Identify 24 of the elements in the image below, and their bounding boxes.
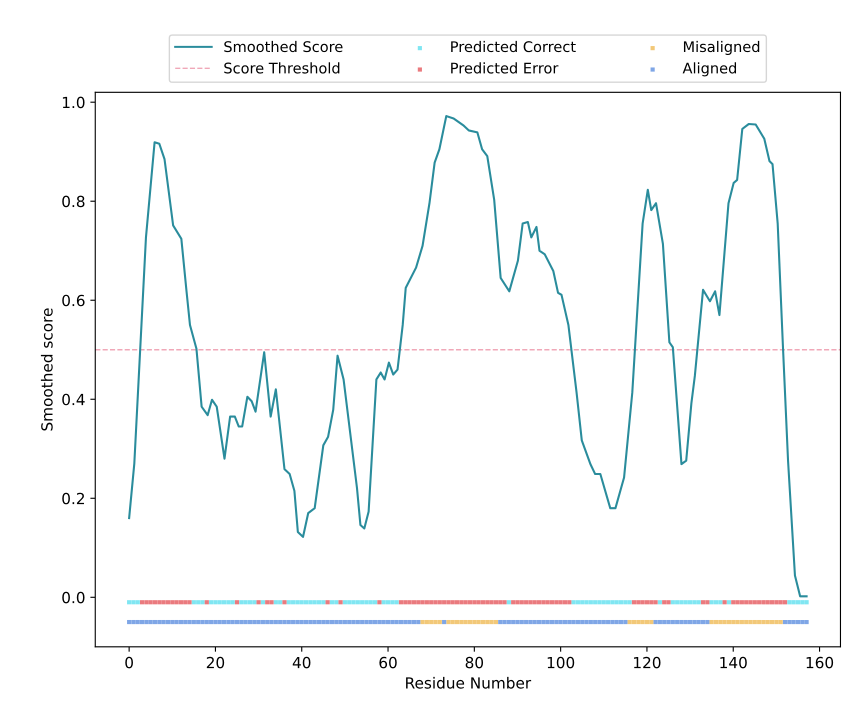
line-series <box>128 115 808 598</box>
y-axis-title: Smoothed score <box>40 308 53 431</box>
x-tick-label: 0 <box>125 656 133 668</box>
x-tick-label: 60 <box>379 656 397 668</box>
x-tick-label: 40 <box>292 656 310 668</box>
y-tick-label: 0.8 <box>62 196 84 208</box>
legend-label: Predicted Error <box>451 62 558 74</box>
legend-label: Aligned <box>682 62 736 76</box>
x-tick-label: 20 <box>206 656 224 668</box>
y-tick-label: 1.0 <box>62 96 85 108</box>
legend-label: Smoothed Score <box>224 40 343 52</box>
x-tick-label: 160 <box>806 656 834 668</box>
y-tick-label: 0.6 <box>62 294 85 306</box>
x-tick-label: 80 <box>466 656 484 668</box>
x-axis-title: Residue Number <box>406 676 532 689</box>
y-tick-label: 0.2 <box>62 492 84 504</box>
x-tick-label: 140 <box>720 656 747 668</box>
y-tick-label: 0.0 <box>62 592 85 604</box>
x-tick-label: 100 <box>548 656 574 668</box>
y-tick-label: 0.4 <box>62 394 85 406</box>
legend-label: Score Threshold <box>224 62 340 74</box>
x-tick-label: 120 <box>634 656 661 668</box>
legend-label: Predicted Correct <box>451 40 576 52</box>
legend-label: Misaligned <box>684 40 760 55</box>
